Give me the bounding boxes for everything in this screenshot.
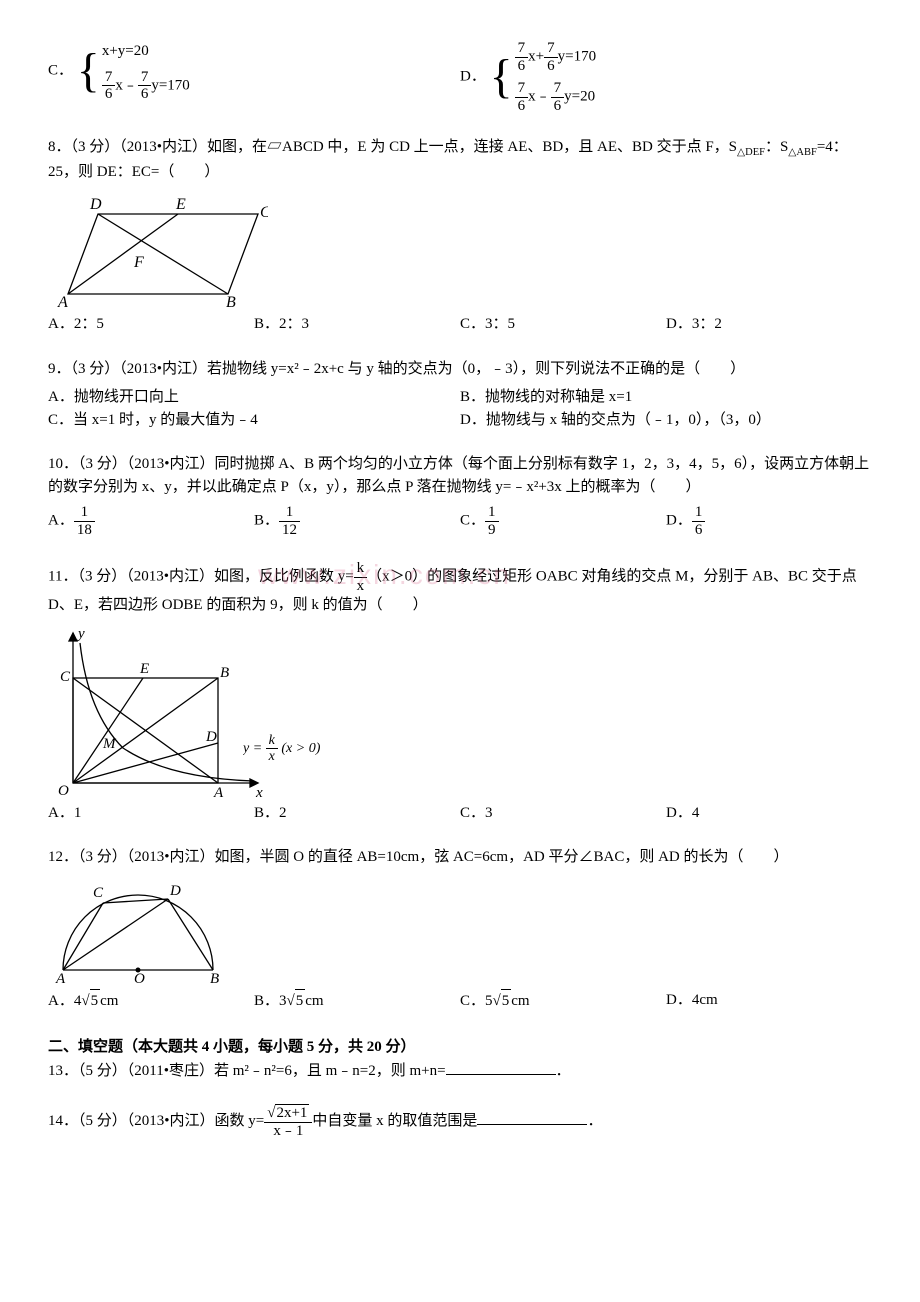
svg-text:C: C bbox=[60, 669, 71, 685]
fill-blank[interactable] bbox=[477, 1109, 587, 1125]
svg-text:E: E bbox=[139, 661, 149, 677]
svg-text:B: B bbox=[210, 971, 219, 985]
eq2: 76x﹣76y=20 bbox=[515, 80, 596, 114]
svg-text:y: y bbox=[76, 626, 85, 642]
q9-opt-d: D．抛物线与 x 轴的交点为（﹣1，0），（3，0） bbox=[460, 409, 872, 432]
q9-options-row2: C．当 x=1 时，y 的最大值为﹣4 D．抛物线与 x 轴的交点为（﹣1，0）… bbox=[48, 409, 872, 432]
q8-opt-a: A．2：5 bbox=[48, 313, 254, 336]
q14: 14．（5 分）（2013•内江）函数 y=2x+1x﹣1中自变量 x 的取值范… bbox=[48, 1104, 872, 1139]
q12-opt-b: B．35cm bbox=[254, 989, 460, 1013]
svg-text:A: A bbox=[57, 294, 68, 309]
svg-text:C: C bbox=[260, 204, 268, 221]
q13-stem-a: 13．（5 分）（2011•枣庄）若 m²﹣n²=6，且 m﹣n=2，则 m+n… bbox=[48, 1063, 446, 1079]
svg-text:C: C bbox=[93, 885, 104, 901]
q11-stem-a: 11．（3 分）（2013•内江）如图，反比例函数 bbox=[48, 569, 338, 585]
q9-opt-a: A．抛物线开口向上 bbox=[48, 386, 460, 409]
svg-text:A: A bbox=[55, 971, 66, 985]
q11-opt-b: B．2 bbox=[254, 802, 460, 825]
q12-opt-a: A．45cm bbox=[48, 989, 254, 1013]
q8-options: A．2：5 B．2：3 C．3：5 D．3：2 bbox=[48, 313, 872, 336]
q8-opt-d: D．3：2 bbox=[666, 313, 872, 336]
q12-opt-c: C．55cm bbox=[460, 989, 666, 1013]
svg-text:M: M bbox=[102, 736, 117, 752]
q12-opt-d: D．4cm bbox=[666, 989, 872, 1013]
q11-opt-a: A．1 bbox=[48, 802, 254, 825]
q9-stem: 9．（3 分）（2013•内江）若抛物线 y=x²﹣2x+c 与 y 轴的交点为… bbox=[48, 358, 872, 381]
q11-options: A．1 B．2 C．3 D．4 bbox=[48, 802, 872, 825]
svg-text:B: B bbox=[226, 294, 236, 309]
q14-stem-b: 中自变量 x 的取值范围是 bbox=[312, 1113, 477, 1129]
q11-opt-c: C．3 bbox=[460, 802, 666, 825]
svg-text:B: B bbox=[220, 665, 229, 681]
svg-text:D: D bbox=[205, 729, 217, 745]
q10-opt-a: A．118 bbox=[48, 504, 254, 538]
q10-opt-c: C．19 bbox=[460, 504, 666, 538]
equation-system: { x+y=20 76x﹣76y=170 bbox=[77, 40, 190, 103]
svg-text:D: D bbox=[89, 196, 102, 213]
q7-opt-c: C． { x+y=20 76x﹣76y=170 bbox=[48, 40, 460, 114]
svg-text:D: D bbox=[169, 883, 181, 899]
q10-opt-b: B．112 bbox=[254, 504, 460, 538]
q8-opt-b: B．2：3 bbox=[254, 313, 460, 336]
q13: 13．（5 分）（2011•枣庄）若 m²﹣n²=6，且 m﹣n=2，则 m+n… bbox=[48, 1059, 872, 1083]
svg-text:A: A bbox=[213, 785, 224, 798]
q8-stem-a: 8．（3 分）（2013•内江）如图，在▱ABCD 中，E 为 CD 上一点，连… bbox=[48, 139, 737, 155]
q11-figure: y C E B M D O A x y = kx (x > 0) bbox=[48, 623, 338, 798]
equation-system: { 76x+76y=170 76x﹣76y=20 bbox=[490, 40, 596, 114]
eq2: 76x﹣76y=170 bbox=[102, 69, 190, 103]
q10-opt-d: D．16 bbox=[666, 504, 872, 538]
q11: www.zixin.com.cn 11．（3 分）（2013•内江）如图，反比例… bbox=[48, 560, 872, 617]
q7-opt-d: D． { 76x+76y=170 76x﹣76y=20 bbox=[460, 40, 872, 114]
q8-figure: D E C A B F bbox=[48, 189, 268, 309]
q9-opt-b: B．抛物线的对称轴是 x=1 bbox=[460, 386, 872, 409]
q10-stem: 10．（3 分）（2013•内江）同时抛掷 A、B 两个均匀的小立方体（每个面上… bbox=[48, 453, 872, 498]
q9-opt-c: C．当 x=1 时，y 的最大值为﹣4 bbox=[48, 409, 460, 432]
opt-label: D． bbox=[460, 68, 486, 84]
svg-text:F: F bbox=[133, 254, 144, 271]
section-2-title: 二、填空题（本大题共 4 小题，每小题 5 分，共 20 分） bbox=[48, 1036, 872, 1059]
q9-options-row1: A．抛物线开口向上 B．抛物线的对称轴是 x=1 bbox=[48, 386, 872, 409]
opt-label: C． bbox=[48, 63, 73, 79]
q12-stem: 12．（3 分）（2013•内江）如图，半圆 O 的直径 AB=10cm，弦 A… bbox=[48, 846, 872, 869]
svg-text:O: O bbox=[58, 783, 69, 798]
q7-options-cd: C． { x+y=20 76x﹣76y=170 D． { 76x+76y=170… bbox=[48, 40, 872, 114]
eq1: 76x+76y=170 bbox=[515, 40, 596, 74]
svg-text:x: x bbox=[255, 785, 263, 798]
svg-text:O: O bbox=[134, 971, 145, 985]
q12-figure: A B O C D bbox=[48, 875, 228, 985]
q10-options: A．118 B．112 C．19 D．16 bbox=[48, 504, 872, 538]
fill-blank[interactable] bbox=[446, 1059, 556, 1075]
q12-options: A．45cm B．35cm C．55cm D．4cm bbox=[48, 989, 872, 1013]
eq1: x+y=20 bbox=[102, 40, 190, 63]
q11-opt-d: D．4 bbox=[666, 802, 872, 825]
q8: 8．（3 分）（2013•内江）如图，在▱ABCD 中，E 为 CD 上一点，连… bbox=[48, 136, 872, 183]
q14-stem-a: 14．（5 分）（2013•内江）函数 y= bbox=[48, 1113, 264, 1129]
q8-opt-c: C．3：5 bbox=[460, 313, 666, 336]
svg-text:E: E bbox=[175, 196, 186, 213]
